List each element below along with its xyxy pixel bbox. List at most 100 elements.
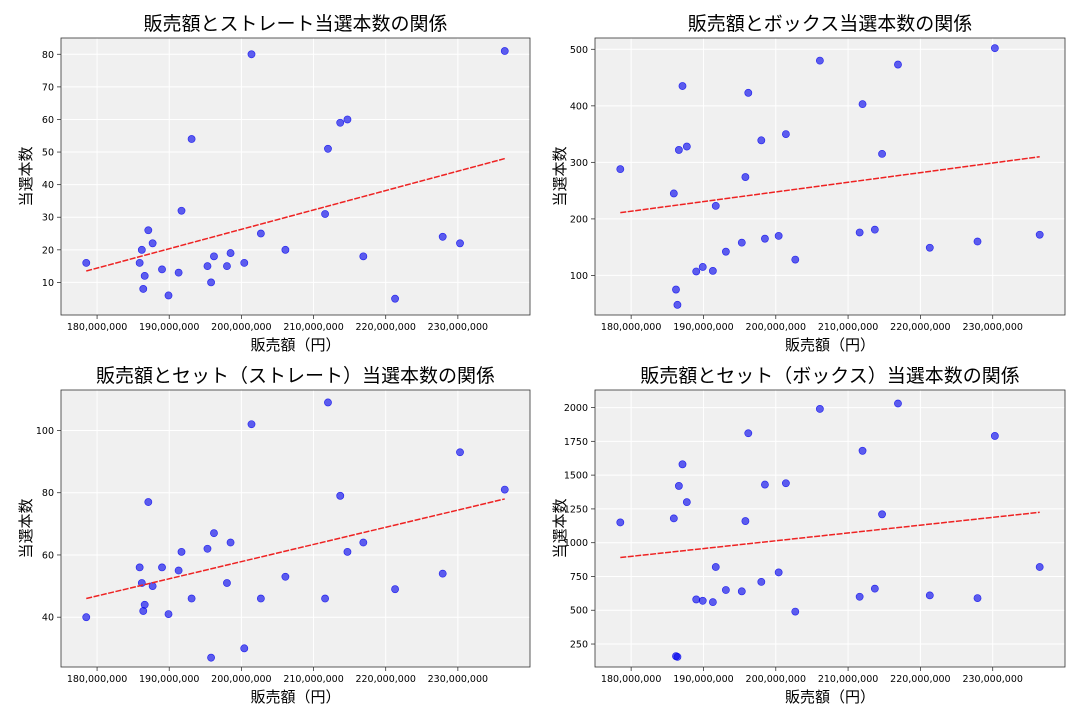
y-tick-label: 200 bbox=[570, 214, 588, 225]
data-point bbox=[669, 514, 678, 523]
data-point bbox=[791, 255, 800, 264]
data-point bbox=[247, 50, 256, 59]
data-point bbox=[137, 579, 146, 587]
x-tick-label: 210,000,000 bbox=[818, 322, 878, 333]
data-point bbox=[1035, 563, 1044, 571]
chart-panel-2: 180,000,000 190,000,000 200,000,000 210,000… bbox=[551, 13, 1066, 354]
data-point bbox=[815, 56, 824, 65]
data-point bbox=[616, 165, 625, 174]
data-point bbox=[256, 594, 265, 603]
y-tick-label: 250 bbox=[570, 640, 588, 651]
data-point bbox=[973, 237, 982, 246]
data-point bbox=[674, 482, 683, 490]
x-tick-label: 210,000,000 bbox=[283, 674, 343, 685]
axes-frame bbox=[594, 389, 1066, 668]
data-point bbox=[223, 579, 231, 587]
x-axis-label: 販売額（円） bbox=[250, 688, 340, 706]
data-point bbox=[708, 598, 717, 607]
data-point bbox=[855, 592, 864, 601]
data-point bbox=[321, 594, 329, 603]
data-point bbox=[500, 47, 509, 55]
x-tick-label: 190,000,000 bbox=[673, 674, 733, 685]
plot-area bbox=[61, 38, 530, 315]
data-point bbox=[678, 460, 687, 469]
x-tick-label: 220,000,000 bbox=[890, 674, 950, 685]
data-point bbox=[925, 591, 934, 600]
data-point bbox=[174, 566, 183, 575]
y-tick-label: 100 bbox=[570, 271, 588, 282]
data-point bbox=[281, 245, 290, 254]
data-point bbox=[721, 586, 730, 594]
x-tick-label: 180,000,000 bbox=[601, 674, 661, 685]
y-tick-label: 20 bbox=[42, 245, 54, 256]
y-tick-label: 80 bbox=[42, 50, 54, 61]
y-axis-label: 当選本数 bbox=[551, 498, 569, 558]
data-point bbox=[698, 596, 707, 605]
y-tick-label: 300 bbox=[570, 158, 588, 169]
y-tick-label: 30 bbox=[42, 213, 54, 224]
data-point bbox=[815, 405, 824, 413]
data-point bbox=[135, 258, 144, 267]
data-point bbox=[438, 569, 447, 578]
data-point bbox=[456, 239, 464, 248]
y-tick-label: 500 bbox=[570, 45, 588, 56]
y-axis-label: 当選本数 bbox=[17, 146, 35, 206]
x-tick-label: 180,000,000 bbox=[67, 322, 127, 333]
x-tick-label: 190,000,000 bbox=[139, 674, 199, 685]
data-point bbox=[878, 149, 886, 158]
data-point bbox=[144, 226, 153, 235]
y-axis-label: 当選本数 bbox=[551, 146, 569, 206]
data-point bbox=[698, 263, 707, 271]
data-point bbox=[137, 245, 146, 254]
data-point bbox=[678, 82, 687, 90]
data-point bbox=[336, 118, 345, 127]
data-point bbox=[207, 653, 215, 662]
data-point bbox=[240, 644, 249, 653]
y-tick-label: 1000 bbox=[564, 538, 588, 549]
x-tick-label: 220,000,000 bbox=[890, 322, 950, 333]
x-tick-label: 220,000,000 bbox=[355, 674, 415, 685]
data-point bbox=[757, 136, 766, 145]
data-point bbox=[925, 243, 934, 252]
data-point bbox=[894, 60, 902, 69]
data-point bbox=[203, 544, 212, 553]
x-tick-label: 200,000,000 bbox=[211, 322, 271, 333]
data-point bbox=[741, 517, 750, 525]
y-tick-label: 10 bbox=[42, 278, 54, 289]
x-axis-label: 販売額（円） bbox=[785, 336, 875, 354]
x-axis-label: 販売額（円） bbox=[250, 336, 340, 354]
data-point bbox=[744, 88, 753, 97]
data-point bbox=[139, 285, 148, 293]
data-point bbox=[203, 262, 212, 271]
x-tick-label: 230,000,000 bbox=[962, 674, 1022, 685]
data-point bbox=[870, 225, 879, 234]
data-point bbox=[135, 563, 144, 572]
chart-title: 販売額とストレート当選本数の関係 bbox=[143, 13, 447, 35]
data-point bbox=[894, 399, 902, 408]
chart-title: 販売額とセット（ストレート）当選本数の関係 bbox=[96, 365, 495, 387]
axes-frame bbox=[60, 37, 531, 316]
y-tick-label: 500 bbox=[570, 606, 588, 617]
data-point bbox=[669, 189, 678, 198]
data-point bbox=[737, 238, 746, 247]
data-point bbox=[616, 518, 625, 527]
y-tick-label: 1250 bbox=[564, 504, 588, 515]
data-point bbox=[711, 563, 720, 571]
chart-panel-4: 180,000,000 190,000,000 200,000,000 210,000… bbox=[551, 365, 1066, 706]
data-point bbox=[158, 265, 166, 274]
data-point bbox=[878, 510, 886, 519]
axes-frame bbox=[60, 389, 531, 668]
data-point bbox=[673, 652, 682, 661]
plot-area bbox=[61, 390, 530, 667]
data-point bbox=[240, 258, 249, 267]
data-point bbox=[207, 278, 215, 287]
data-point bbox=[456, 448, 464, 457]
data-point bbox=[158, 563, 166, 572]
y-tick-label: 400 bbox=[570, 101, 588, 112]
x-axis-label: 販売額（円） bbox=[785, 688, 875, 706]
data-point bbox=[682, 142, 691, 151]
y-tick-label: 50 bbox=[42, 148, 54, 159]
data-point bbox=[990, 432, 999, 440]
data-point bbox=[324, 398, 332, 407]
data-point bbox=[858, 446, 867, 455]
